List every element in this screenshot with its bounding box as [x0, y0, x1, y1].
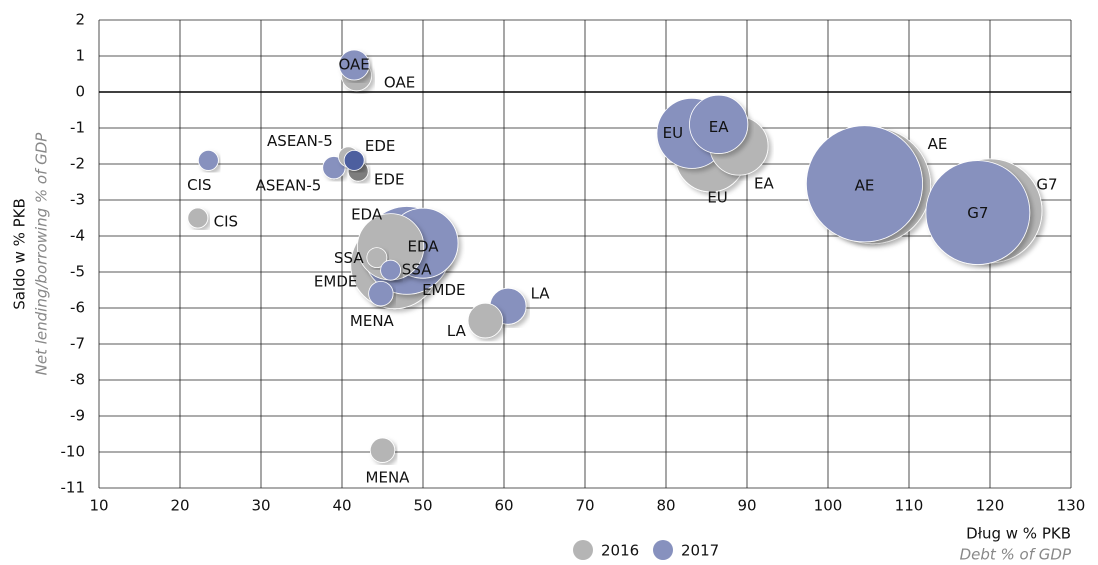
bubble-label: EDE: [365, 137, 396, 155]
y-tick-label: -9: [70, 407, 85, 425]
bubble: [805, 125, 923, 243]
bubble-label: EU: [707, 188, 727, 206]
bubble-label: EDA: [407, 238, 439, 256]
bubble-label: G7: [967, 204, 988, 222]
bubble: [187, 207, 209, 229]
bubble-label: EDA: [351, 205, 383, 223]
y-axis-title: Saldo w % PKB: [11, 198, 29, 310]
legend-label: 2016: [601, 542, 639, 560]
x-tick-label: 50: [413, 497, 432, 515]
y-tick-label: -10: [61, 443, 86, 461]
bubble-label: EA: [754, 175, 774, 193]
bubble-label: OAE: [339, 56, 370, 74]
x-tick-label: 90: [737, 497, 756, 515]
legend-marker: [653, 540, 673, 560]
bubble: [369, 437, 396, 463]
bubble-label: ASEAN-5: [267, 132, 333, 150]
bubble: [925, 160, 1031, 265]
bubble-label: CIS: [214, 213, 238, 231]
bubble-label: EMDE: [314, 272, 357, 290]
bubble: [380, 259, 402, 281]
x-tick-label: 120: [976, 497, 1005, 515]
bubble-label: EU: [663, 124, 683, 142]
y-tick-label: -2: [70, 155, 85, 173]
x-tick-label: 60: [494, 497, 513, 515]
x-tick-label: 100: [814, 497, 843, 515]
y-tick-label: -8: [70, 371, 85, 389]
bubble-label: EMDE: [422, 281, 465, 299]
bubble-label: OAE: [384, 73, 415, 91]
bubble-label: MENA: [366, 469, 411, 487]
bubble-label: EDE: [374, 171, 405, 189]
y-tick-label: -6: [70, 299, 85, 317]
y-tick-label: -3: [70, 191, 85, 209]
bubble-label: AE: [855, 176, 875, 194]
bubble-label: EA: [709, 118, 729, 136]
x-axis-title-en: Debt % of GDP: [960, 546, 1072, 564]
y-axis-title-en: Net lending/borrowing % of GDP: [33, 132, 51, 376]
x-tick-label: 130: [1057, 497, 1086, 515]
bubble: [366, 247, 388, 269]
x-tick-label: 110: [895, 497, 924, 515]
bubble-label: SSA: [334, 249, 364, 267]
legend-marker: [573, 540, 593, 560]
bubble-label: ASEAN-5: [256, 176, 322, 194]
bubble-label: LA: [447, 322, 467, 340]
bubble: [467, 302, 504, 339]
bubble: [197, 149, 219, 171]
x-tick-label: 70: [575, 497, 594, 515]
legend-label: 2017: [681, 542, 719, 560]
bubble: [368, 280, 394, 307]
x-tick-label: 20: [170, 497, 189, 515]
y-tick-label: -5: [70, 263, 85, 281]
bubble-label: CIS: [187, 176, 211, 194]
y-tick-label: -4: [70, 227, 85, 245]
bubble-label: G7: [1036, 175, 1057, 193]
x-tick-label: 40: [332, 497, 351, 515]
bubble-label: MENA: [350, 312, 395, 330]
bubble-label: AE: [928, 135, 948, 153]
y-tick-label: -7: [70, 335, 85, 353]
bubble: [689, 94, 749, 154]
x-tick-label: 30: [251, 497, 270, 515]
y-tick-label: 0: [75, 83, 85, 101]
x-tick-label: 80: [656, 497, 675, 515]
x-tick-label: 10: [89, 497, 108, 515]
y-tick-label: -1: [70, 119, 85, 137]
y-tick-label: -11: [61, 479, 86, 497]
y-tick-label: 1: [75, 47, 85, 65]
x-axis-title: Dług w % PKB: [966, 525, 1071, 543]
bubble-label: SSA: [402, 261, 432, 279]
bubble: [338, 49, 370, 81]
bubble-label: LA: [531, 285, 551, 303]
y-tick-label: 2: [75, 11, 85, 29]
bubble: [343, 149, 365, 171]
